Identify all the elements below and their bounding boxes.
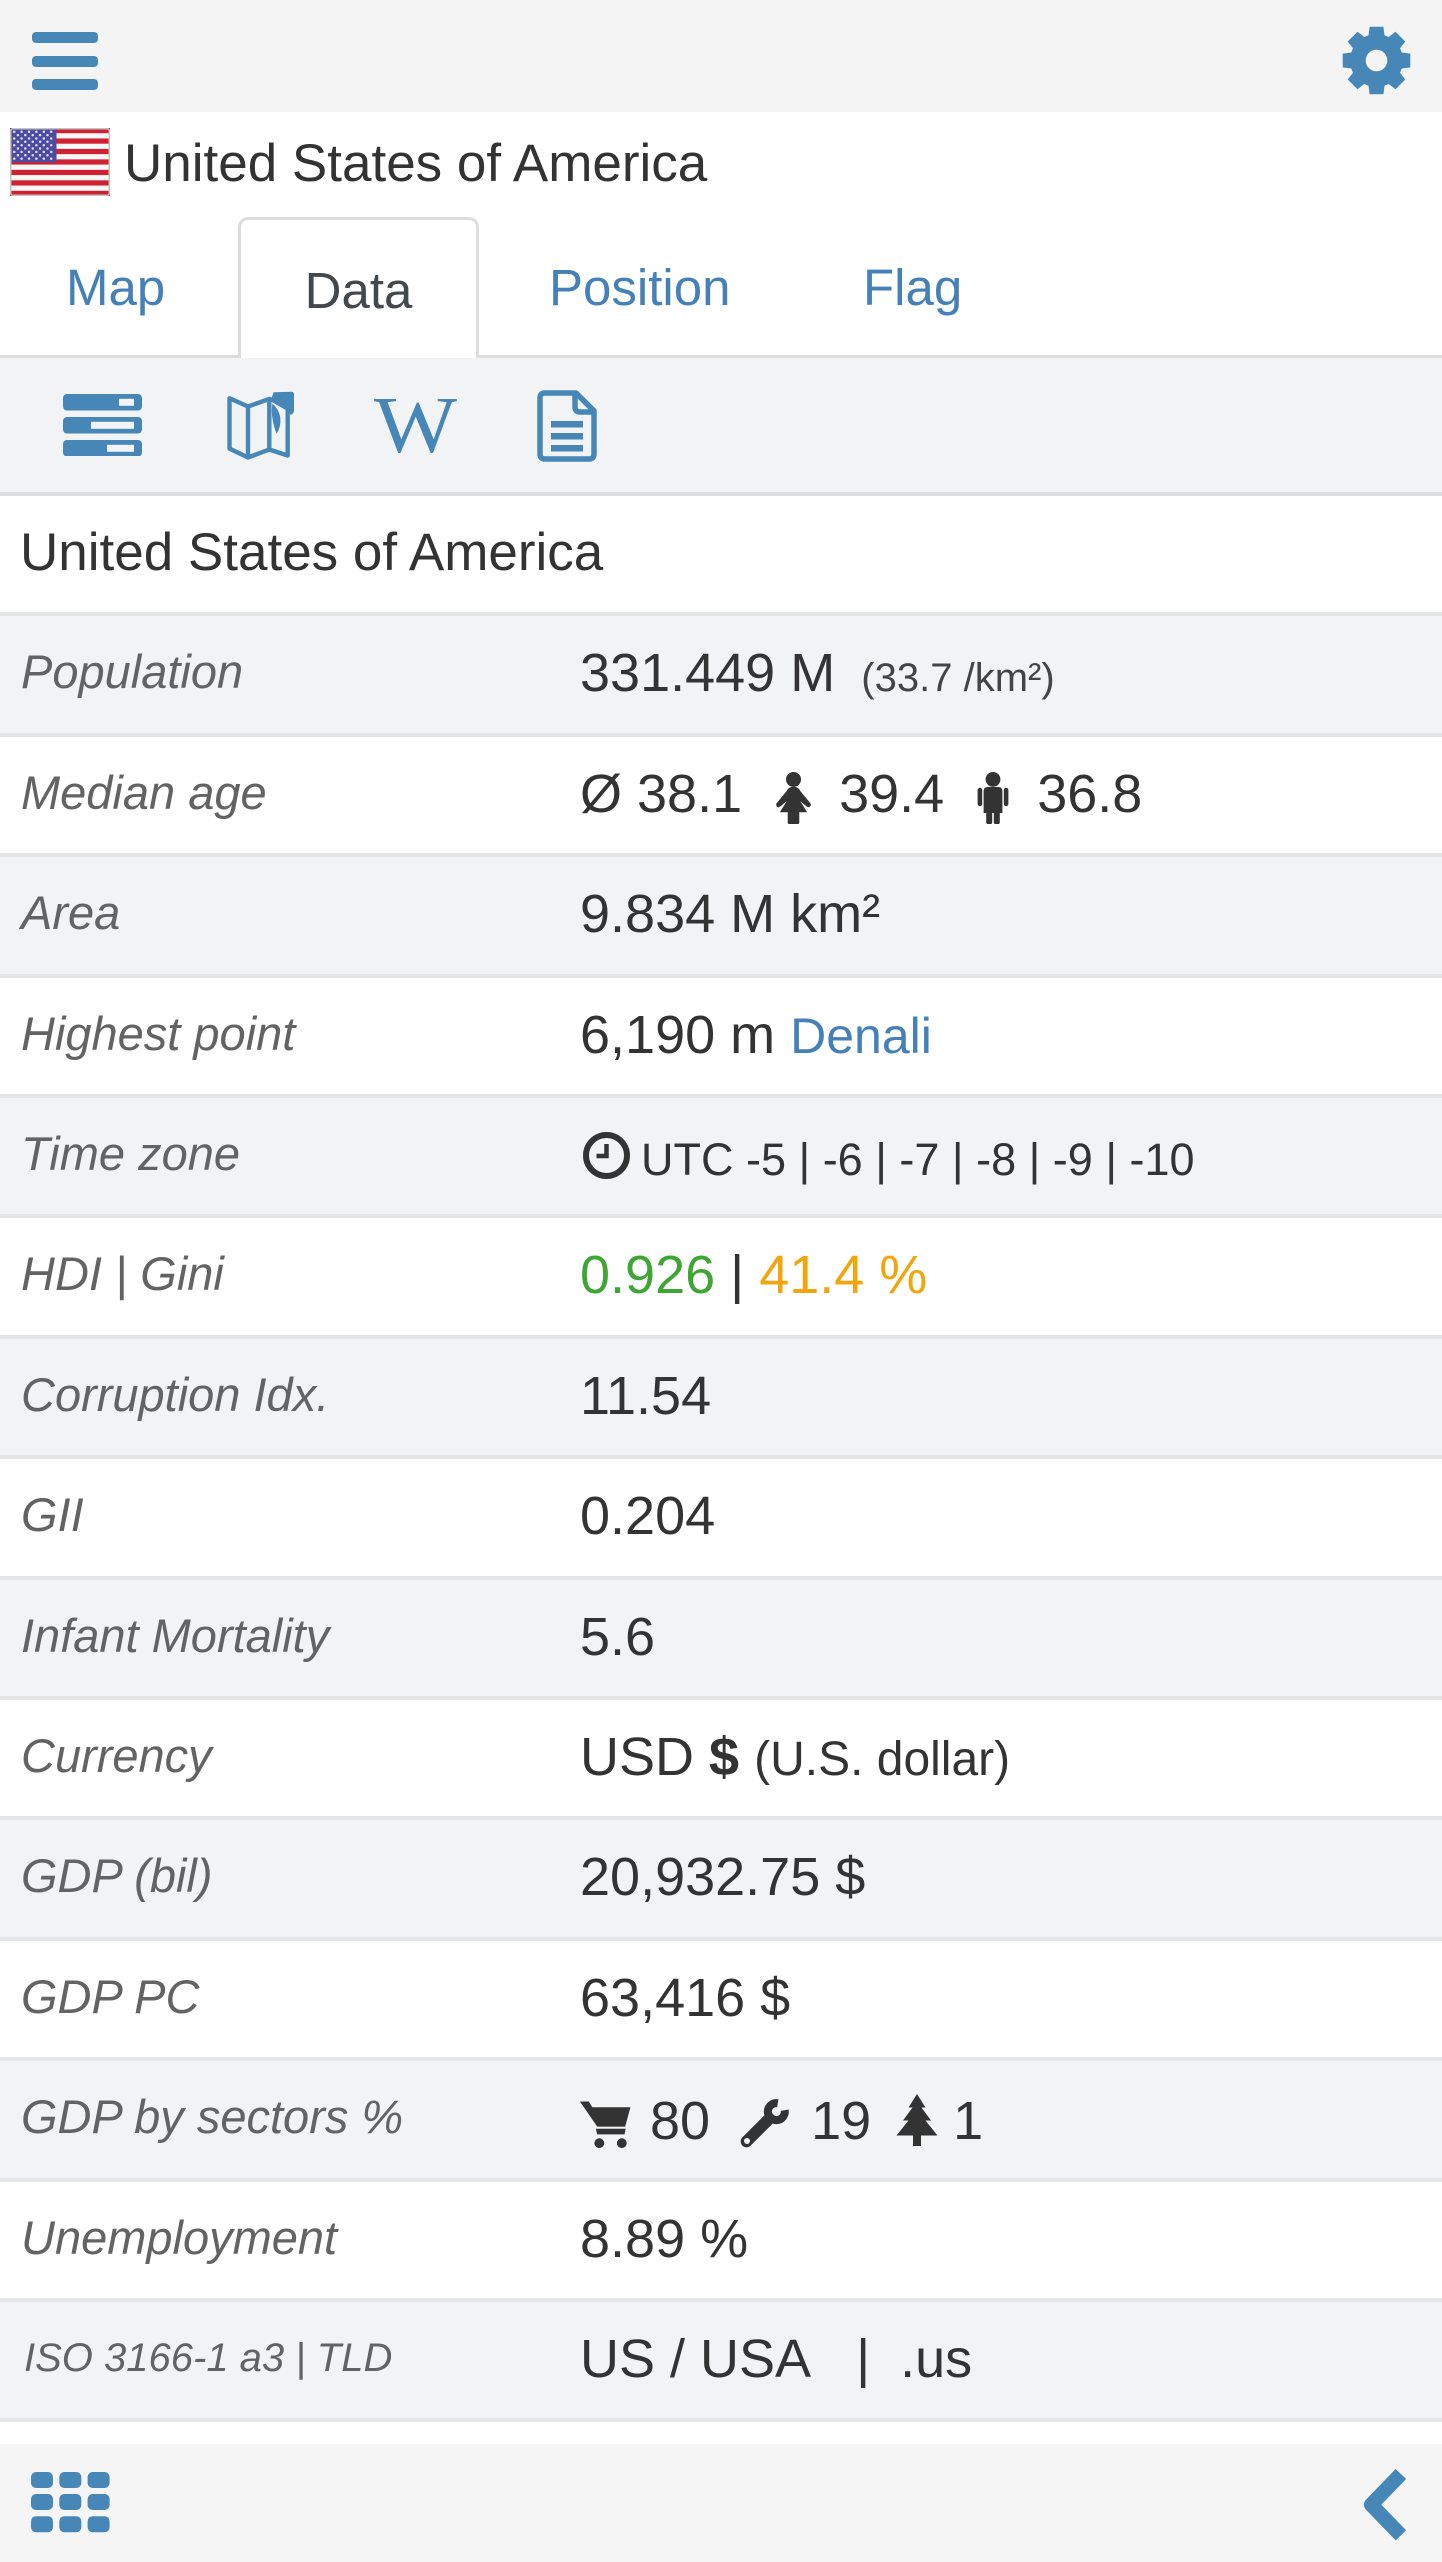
svg-text:W: W [374,386,458,458]
